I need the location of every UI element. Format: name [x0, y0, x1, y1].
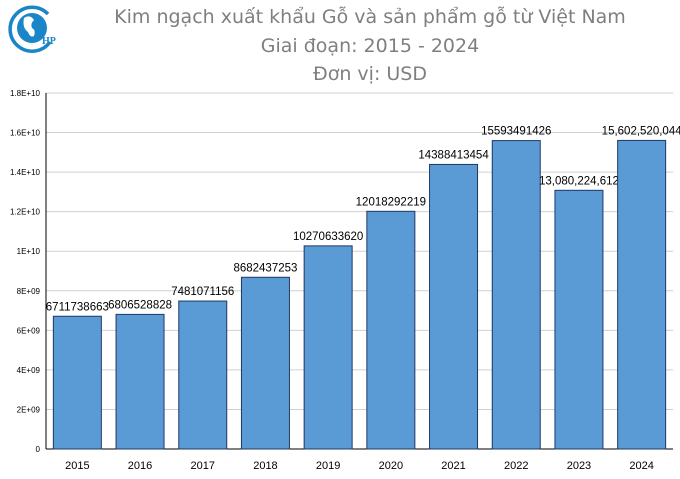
- x-tick-label: 2020: [379, 460, 403, 472]
- svg-text:HP: HP: [42, 36, 56, 47]
- x-tick-label: 2016: [128, 460, 152, 472]
- data-label: 15593491426: [481, 126, 551, 138]
- data-label: 6806528828: [108, 299, 172, 311]
- y-tick-label: 0: [36, 445, 41, 454]
- y-tick-label: 1.8E+10: [10, 89, 41, 98]
- y-tick-label: 1.2E+10: [10, 208, 41, 217]
- globe-logo-icon: HP: [8, 5, 56, 53]
- data-label: 15,602,520,044: [602, 125, 680, 137]
- logo: HP: [4, 4, 59, 56]
- x-tick-label: 2017: [191, 460, 215, 472]
- bar: [617, 139, 667, 450]
- bar: [303, 245, 353, 450]
- chart-unit: Đơn vị: USD: [313, 63, 427, 85]
- data-label: 10270633620: [293, 231, 363, 243]
- bar: [52, 315, 102, 450]
- x-tick-label: 2023: [567, 460, 591, 472]
- data-label: 13,080,224,612: [539, 175, 619, 187]
- x-tick-label: 2022: [504, 460, 528, 472]
- bar: [491, 140, 541, 450]
- chart-subtitle: Giai đoạn: 2015 - 2024: [260, 35, 480, 57]
- y-tick-label: 1.4E+10: [10, 168, 41, 177]
- x-tick-label: 2015: [65, 460, 89, 472]
- y-tick-label: 8E+09: [17, 287, 41, 296]
- data-label: 6711738663: [46, 301, 109, 313]
- bar: [240, 276, 290, 450]
- bar: [429, 163, 479, 450]
- y-tick-label: 6E+09: [17, 326, 41, 335]
- y-tick-label: 1E+10: [17, 247, 41, 256]
- data-label: 14388413454: [418, 149, 489, 161]
- x-tick-label: 2019: [316, 460, 340, 472]
- y-tick-label: 4E+09: [17, 366, 41, 375]
- bar: [366, 210, 416, 450]
- chart-title: Kim ngạch xuất khẩu Gỗ và sản phẩm gỗ từ…: [114, 6, 626, 28]
- data-label: 12018292219: [356, 196, 426, 208]
- x-tick-label: 2024: [629, 460, 653, 472]
- bar: [554, 189, 604, 450]
- data-label: 7481071156: [171, 286, 234, 298]
- data-label: 8682437253: [233, 262, 297, 274]
- x-tick-label: 2018: [253, 460, 277, 472]
- bar: [115, 313, 165, 450]
- y-tick-label: 1.6E+10: [10, 129, 41, 138]
- y-tick-label: 2E+09: [17, 405, 41, 414]
- bar: [178, 300, 228, 450]
- x-tick-label: 2021: [441, 460, 465, 472]
